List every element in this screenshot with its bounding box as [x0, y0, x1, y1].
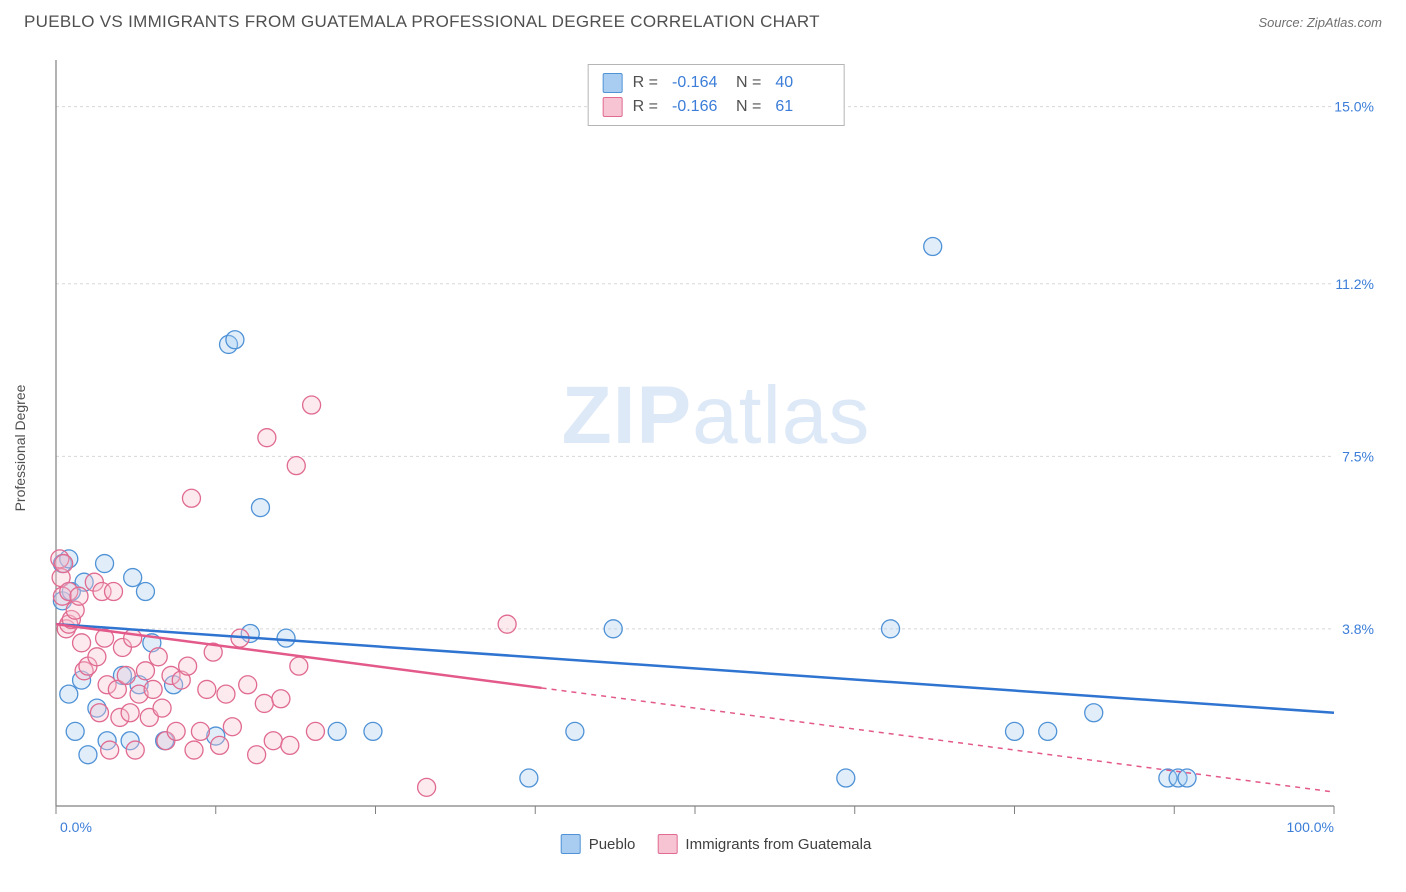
legend-item: Pueblo	[561, 834, 636, 854]
stats-row: R = -0.166 N = 61	[603, 95, 830, 119]
legend-swatch	[603, 73, 623, 93]
svg-text:3.8%: 3.8%	[1342, 621, 1374, 637]
n-value: 61	[775, 98, 829, 116]
legend-swatch	[561, 834, 581, 854]
legend-swatch	[603, 97, 623, 117]
r-label: R =	[633, 74, 658, 92]
svg-text:100.0%: 100.0%	[1287, 819, 1334, 835]
source-label: Source: ZipAtlas.com	[1258, 15, 1382, 30]
legend-item: Immigrants from Guatemala	[657, 834, 871, 854]
legend-label: Immigrants from Guatemala	[685, 836, 871, 853]
svg-text:15.0%: 15.0%	[1334, 99, 1374, 115]
legend-label: Pueblo	[589, 836, 636, 853]
r-value: -0.164	[672, 74, 726, 92]
svg-text:0.0%: 0.0%	[60, 819, 92, 835]
r-label: R =	[633, 98, 658, 116]
stats-legend: R = -0.164 N = 40 R = -0.166 N = 61	[588, 64, 845, 126]
scatter-plot: 3.8% 7.5% 11.2% 15.0% 0.0% 100.0%	[48, 48, 1384, 848]
r-value: -0.166	[672, 98, 726, 116]
chart-title: PUEBLO VS IMMIGRANTS FROM GUATEMALA PROF…	[24, 12, 820, 32]
series-legend: Pueblo Immigrants from Guatemala	[561, 834, 872, 854]
n-label: N =	[736, 74, 761, 92]
stats-row: R = -0.164 N = 40	[603, 71, 830, 95]
svg-text:7.5%: 7.5%	[1342, 448, 1374, 464]
y-axis-label: Professional Degree	[12, 385, 28, 512]
chart-area: Professional Degree ZIPatlas 3.8%7.5%11.…	[48, 48, 1384, 848]
svg-text:11.2%: 11.2%	[1335, 276, 1374, 292]
legend-swatch	[657, 834, 677, 854]
n-label: N =	[736, 98, 761, 116]
n-value: 40	[775, 74, 829, 92]
